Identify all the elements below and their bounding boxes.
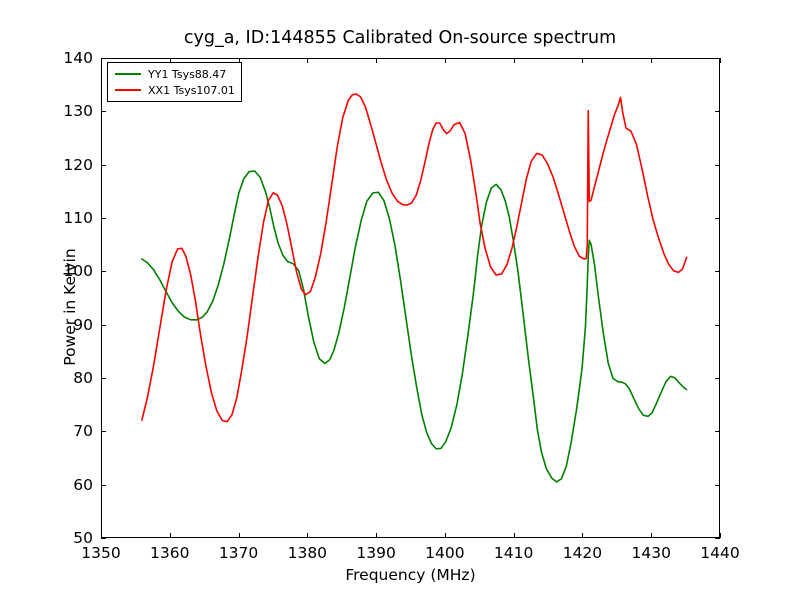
x-tick-mark: [307, 533, 309, 538]
plot-axes: [101, 58, 720, 538]
legend-item-xx1: XX1 Tsys107.01: [112, 82, 235, 98]
y-tick-mark: [715, 218, 720, 219]
y-tick-label: 120: [63, 155, 93, 174]
x-tick-label: 1380: [287, 544, 328, 562]
y-tick-mark: [715, 58, 720, 59]
y-tick-label: 130: [63, 102, 93, 121]
x-tick-label: 1390: [356, 544, 396, 562]
x-tick-label: 1360: [150, 544, 190, 562]
legend-label-yy1: YY1 Tsys88.47: [148, 67, 227, 81]
y-tick-mark: [715, 164, 720, 166]
y-tick-label: 90: [73, 315, 93, 334]
x-tick-mark: [238, 533, 240, 538]
y-tick-mark: [715, 271, 720, 273]
x-axis-label: Frequency (MHz): [345, 566, 476, 584]
x-tick-mark: [651, 58, 653, 63]
x-tick-mark: [720, 58, 721, 63]
x-tick-label: 1350: [81, 544, 121, 562]
page-title: cyg_a, ID:144855 Calibrated On-source sp…: [183, 28, 617, 48]
y-tick-mark: [715, 431, 720, 433]
legend: YY1 Tsys88.47 XX1 Tsys107.01: [107, 62, 242, 102]
x-tick-label: 1370: [218, 544, 259, 562]
legend-item-yy1: YY1 Tsys88.47: [112, 66, 235, 82]
x-tick-label: 1440: [700, 544, 740, 562]
y-tick-mark: [715, 111, 720, 113]
y-tick-mark: [715, 538, 720, 539]
y-tick-mark: [715, 378, 720, 379]
x-tick-label: 1430: [631, 544, 671, 562]
x-tick-mark: [720, 533, 721, 538]
y-tick-label: 80: [73, 369, 93, 387]
series-line-xx1: [141, 93, 688, 423]
x-tick-mark: [513, 58, 515, 63]
series-line-yy1: [141, 170, 688, 483]
y-tick-mark: [715, 324, 720, 326]
legend-swatch-yy1: [115, 73, 141, 75]
y-tick-label: 110: [63, 209, 93, 227]
y-tick-mark: [101, 164, 106, 166]
x-tick-mark: [513, 533, 515, 538]
x-tick-mark: [238, 58, 240, 63]
x-tick-mark: [582, 533, 584, 538]
x-tick-mark: [376, 533, 378, 538]
y-tick-label: 70: [73, 422, 93, 441]
x-tick-mark: [376, 58, 378, 63]
y-tick-mark: [101, 218, 106, 219]
legend-swatch-xx1: [115, 89, 141, 91]
y-tick-mark: [101, 324, 106, 326]
y-tick-mark: [101, 271, 106, 273]
x-tick-mark: [169, 58, 171, 63]
x-tick-mark: [444, 58, 446, 63]
y-tick-mark: [101, 111, 106, 113]
spectrum-plot: [141, 93, 688, 483]
x-tick-mark: [101, 58, 102, 63]
y-tick-mark: [715, 484, 720, 486]
y-tick-label: 50: [73, 529, 93, 547]
x-tick-mark: [307, 58, 309, 63]
y-tick-label: 60: [73, 475, 93, 494]
x-tick-label: 1410: [493, 544, 534, 562]
x-tick-mark: [651, 533, 653, 538]
legend-label-xx1: XX1 Tsys107.01: [148, 83, 235, 97]
y-tick-label: 100: [63, 262, 93, 281]
x-tick-mark: [444, 533, 446, 538]
x-tick-label: 1400: [425, 544, 465, 562]
x-tick-mark: [169, 533, 171, 538]
y-tick-mark: [101, 431, 106, 433]
x-tick-mark: [582, 58, 584, 63]
y-tick-mark: [101, 538, 106, 539]
x-tick-mark: [101, 533, 102, 538]
x-tick-label: 1420: [562, 544, 603, 562]
y-tick-label: 140: [63, 49, 93, 67]
y-tick-mark: [101, 484, 106, 486]
y-tick-mark: [101, 58, 106, 59]
y-tick-mark: [101, 378, 106, 379]
